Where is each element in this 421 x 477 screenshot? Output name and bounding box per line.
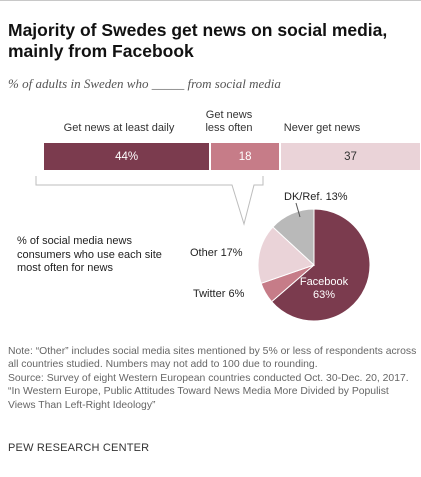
bar-value-label-never: 37 <box>344 150 357 163</box>
pie-label-dk-ref: DK/Ref. 13% <box>284 191 348 203</box>
chart-title: Majority of Swedes get news on social me… <box>8 20 388 61</box>
source-text: Source: Survey of eight Western European… <box>8 372 409 384</box>
bar-category-label-never: Never get news <box>283 122 361 134</box>
pie-label-twitter: Twitter 6% <box>193 288 245 300</box>
pie-label-facebook: Facebook 63% <box>296 276 352 302</box>
report-title-text: “In Western Europe, Public Attitudes Tow… <box>8 386 389 411</box>
pie-slice-other <box>257 226 315 284</box>
pie-label-facebook-name: Facebook <box>299 276 349 288</box>
bar-value-label-daily: 44% <box>115 150 139 163</box>
note-text: Note: “Other” includes social media site… <box>8 346 417 371</box>
footnote-block: Note: “Other” includes social media site… <box>8 345 418 412</box>
bracket-line <box>35 176 264 226</box>
bar-value-label-less-often: 18 <box>238 150 252 163</box>
bar-segment-never: 37 <box>280 143 420 170</box>
dk-ref-leader-line <box>295 202 301 218</box>
pie-label-facebook-value: 63% <box>312 289 336 301</box>
bar-segment-daily: 44% <box>44 143 210 170</box>
chart-subtitle: % of adults in Sweden who _____ from soc… <box>8 76 281 91</box>
pew-research-center-credit: PEW RESEARCH CENTER <box>8 442 150 454</box>
pie-caption: % of social media news consumers who use… <box>17 235 162 274</box>
bar-category-label-less-often: Get news less often <box>205 109 253 134</box>
pie-label-other: Other 17% <box>190 247 243 259</box>
top-rule <box>0 0 421 1</box>
pie-slice-dk-ref <box>272 208 315 267</box>
bar-segment-less-often: 18 <box>211 143 279 170</box>
bar-category-label-daily: Get news at least daily <box>63 122 175 134</box>
pie-slice-facebook <box>270 208 371 322</box>
